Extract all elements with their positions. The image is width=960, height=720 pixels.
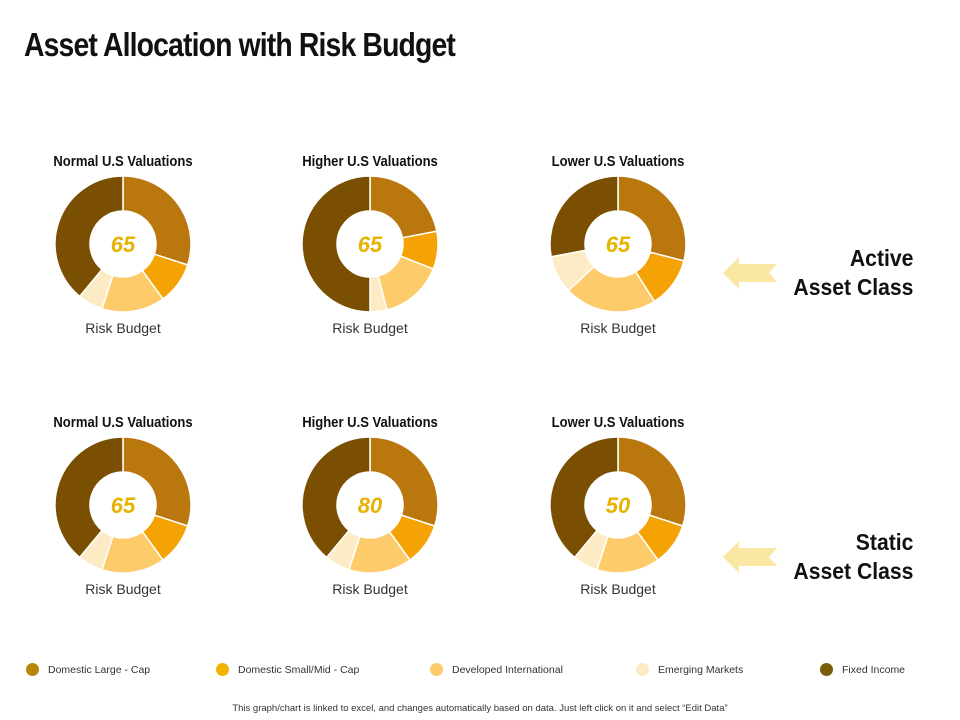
arrow-left-icon <box>723 257 777 289</box>
donut-slice-fixed-income[interactable] <box>549 175 619 258</box>
risk-budget-label: Risk Budget <box>85 581 161 597</box>
donut-svg <box>549 436 687 574</box>
legend-swatch <box>820 663 833 676</box>
risk-budget-value: 50 <box>605 493 631 518</box>
legend-item-domestic-large-cap[interactable]: Domestic Large - Cap <box>26 663 150 676</box>
donut-chart-static-lower[interactable]: Lower U.S Valuations 50 Risk Budget <box>518 415 718 615</box>
legend-item-fixed-income[interactable]: Fixed Income <box>820 663 905 676</box>
legend-label: Fixed Income <box>842 663 906 676</box>
donut-slice-fixed-income[interactable] <box>54 175 124 298</box>
page-title: Asset Allocation with Risk Budget <box>24 26 456 63</box>
legend-swatch <box>26 663 39 676</box>
row-label-static: Static Asset Class <box>793 528 913 586</box>
donut-slice-domestic-large-cap[interactable] <box>617 175 687 262</box>
risk-budget-label: Risk Budget <box>85 320 161 336</box>
legend-swatch <box>216 663 229 676</box>
legend-item-domestic-small-mid-cap[interactable]: Domestic Small/Mid - Cap <box>216 663 359 676</box>
legend-item-developed-international[interactable]: Developed International <box>430 663 563 676</box>
donut-slice-fixed-income[interactable] <box>54 436 124 559</box>
risk-budget-value: 80 <box>357 493 383 518</box>
legend-label: Domestic Small/Mid - Cap <box>238 663 360 676</box>
legend-label: Emerging Markets <box>658 663 744 676</box>
donut-slice-fixed-income[interactable] <box>301 175 371 313</box>
donut-chart-active-lower[interactable]: Lower U.S Valuations 65 Risk Budget <box>518 154 718 354</box>
donut-svg <box>54 436 192 574</box>
footnote: This graph/chart is linked to excel, and… <box>232 703 728 714</box>
risk-budget-value: 65 <box>110 232 136 257</box>
chart-title: Higher U.S Valuations <box>302 415 438 431</box>
risk-budget-label: Risk Budget <box>580 320 656 336</box>
risk-budget-label: Risk Budget <box>332 581 408 597</box>
chart-title: Lower U.S Valuations <box>551 154 685 170</box>
donut-slice-domestic-large-cap[interactable] <box>369 175 438 239</box>
row-label-line2: Asset Class <box>793 558 913 584</box>
donut-slice-domestic-large-cap[interactable] <box>122 436 192 527</box>
donut-chart-active-higher[interactable]: Higher U.S Valuations 65 Risk Budget <box>270 154 470 354</box>
row-label-line2: Asset Class <box>793 274 913 300</box>
donut-chart-static-higher[interactable]: Higher U.S Valuations 80 Risk Budget <box>270 415 470 615</box>
row-label-line1: Active <box>849 245 913 271</box>
donut-svg <box>301 175 439 313</box>
legend-item-emerging-markets[interactable]: Emerging Markets <box>636 663 743 676</box>
donut-slice-domestic-large-cap[interactable] <box>122 175 192 266</box>
risk-budget-value: 65 <box>605 232 631 257</box>
donut-slice-fixed-income[interactable] <box>301 436 371 559</box>
legend-swatch <box>636 663 649 676</box>
donut-slice-domestic-large-cap[interactable] <box>617 436 687 527</box>
chart-title: Lower U.S Valuations <box>551 415 685 431</box>
legend-label: Developed International <box>452 663 563 676</box>
row-label-line1: Static <box>855 529 913 555</box>
legend-label: Domestic Large - Cap <box>48 663 151 676</box>
risk-budget-label: Risk Budget <box>580 581 656 597</box>
donut-svg <box>54 175 192 313</box>
donut-slice-fixed-income[interactable] <box>549 436 619 559</box>
donut-slice-domestic-large-cap[interactable] <box>369 436 439 527</box>
donut-svg <box>549 175 687 313</box>
legend-swatch <box>430 663 443 676</box>
chart-title: Normal U.S Valuations <box>53 415 193 431</box>
donut-svg <box>301 436 439 574</box>
risk-budget-value: 65 <box>357 232 383 257</box>
donut-chart-static-normal[interactable]: Normal U.S Valuations 65 Risk Budget <box>23 415 223 615</box>
row-label-active: Active Asset Class <box>793 244 913 302</box>
legend: Domestic Large - Cap Domestic Small/Mid … <box>0 663 960 681</box>
chart-title: Higher U.S Valuations <box>302 154 438 170</box>
chart-title: Normal U.S Valuations <box>53 154 193 170</box>
risk-budget-label: Risk Budget <box>332 320 408 336</box>
risk-budget-value: 65 <box>110 493 136 518</box>
donut-chart-active-normal[interactable]: Normal U.S Valuations 65 Risk Budget <box>23 154 223 354</box>
arrow-left-icon <box>723 541 777 573</box>
